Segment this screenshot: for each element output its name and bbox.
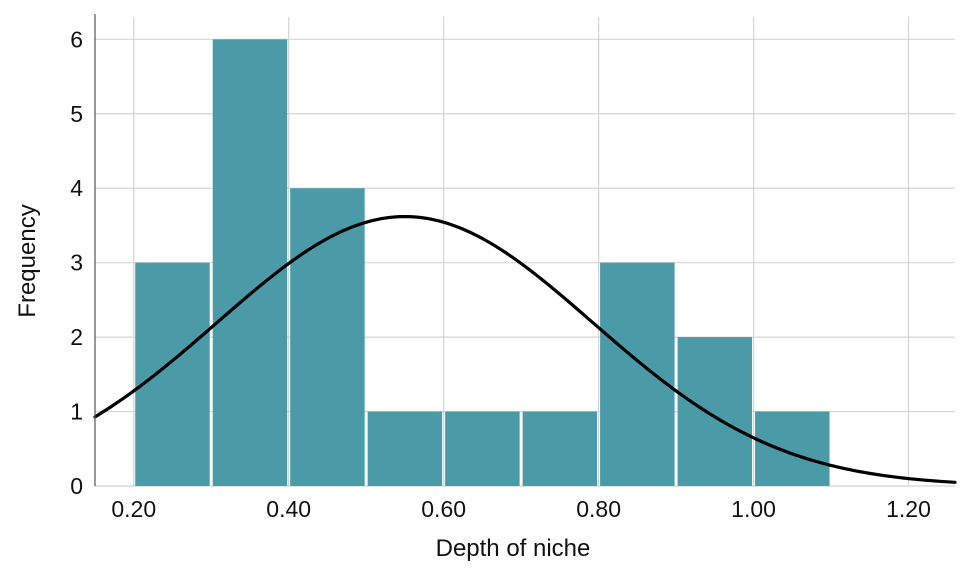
histogram-bar <box>600 262 675 486</box>
x-tick-label: 0.40 <box>266 496 311 522</box>
histogram-bar <box>755 411 830 486</box>
y-tick-label: 5 <box>70 101 83 127</box>
y-tick-label: 6 <box>70 26 83 52</box>
histogram-bar <box>677 337 753 486</box>
x-tick-label: 1.00 <box>731 496 776 522</box>
histogram-bar <box>522 411 598 486</box>
normal-curve-group <box>93 214 957 484</box>
x-tick-label: 0.20 <box>111 496 156 522</box>
normal-curve <box>93 214 957 484</box>
y-tick-label: 3 <box>70 250 83 276</box>
x-tick-label: 0.60 <box>421 496 466 522</box>
histogram-bar <box>445 411 520 486</box>
histogram-bar <box>290 188 365 486</box>
y-tick-label: 0 <box>70 473 83 499</box>
histogram-bar <box>212 39 288 486</box>
histogram-bars <box>135 39 830 486</box>
x-tick-label: 1.20 <box>886 496 931 522</box>
y-axis-title: Frequency <box>14 204 41 317</box>
y-tick-label: 4 <box>70 175 83 201</box>
y-tick-label: 1 <box>70 399 83 425</box>
y-axis-ticks: 0 1 2 3 4 5 6 <box>70 26 83 499</box>
y-tick-label: 2 <box>70 324 83 350</box>
histogram-bar <box>367 411 443 486</box>
histogram-bar <box>135 262 210 486</box>
x-axis-title: Depth of niche <box>436 535 591 562</box>
x-axis-ticks: 0.20 0.40 0.60 0.80 1.00 1.20 <box>111 496 931 522</box>
x-tick-label: 0.80 <box>576 496 621 522</box>
